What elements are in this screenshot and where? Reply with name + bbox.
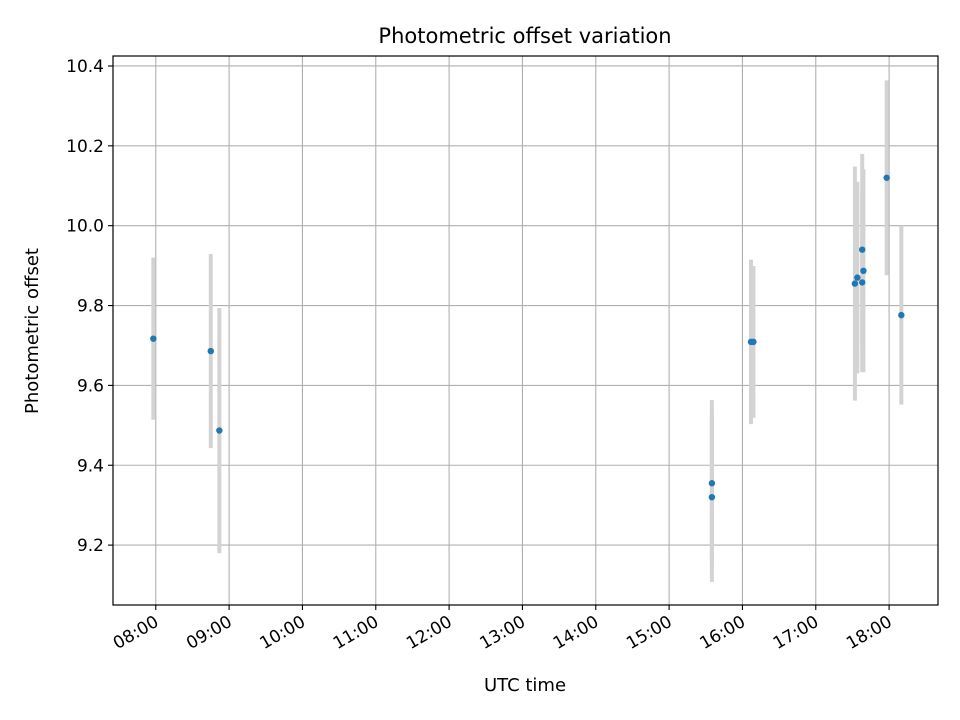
data-point [854,274,861,281]
data-point [859,246,866,253]
data-point [708,480,716,487]
data-point [860,267,867,275]
y-axis: 9.2 9.4 9.6 9.8 10.0 10.2 10.4 [66,57,113,556]
chart-title: Photometric offset variation [378,24,671,48]
data-point [859,279,866,286]
data-point [207,347,214,355]
y-tick-label: 9.2 [77,536,104,556]
data-point [851,280,859,287]
data-point [216,427,223,434]
data-point [898,311,905,319]
y-tick-label: 9.4 [77,456,104,476]
data-point [150,335,157,342]
y-tick-label: 10.4 [66,57,104,77]
y-tick-label: 10.2 [66,137,104,157]
plot-frame [112,55,939,606]
x-axis-title: UTC time [484,675,566,696]
y-tick-label: 9.8 [77,297,104,317]
data-point [708,493,716,501]
y-tick-label: 10.0 [66,217,104,237]
grid [113,56,938,605]
data-points [150,174,905,501]
y-tick-label: 9.6 [77,376,104,396]
data-point [750,338,757,346]
data-point [883,174,890,181]
y-axis-title: Photometric offset [22,248,43,414]
